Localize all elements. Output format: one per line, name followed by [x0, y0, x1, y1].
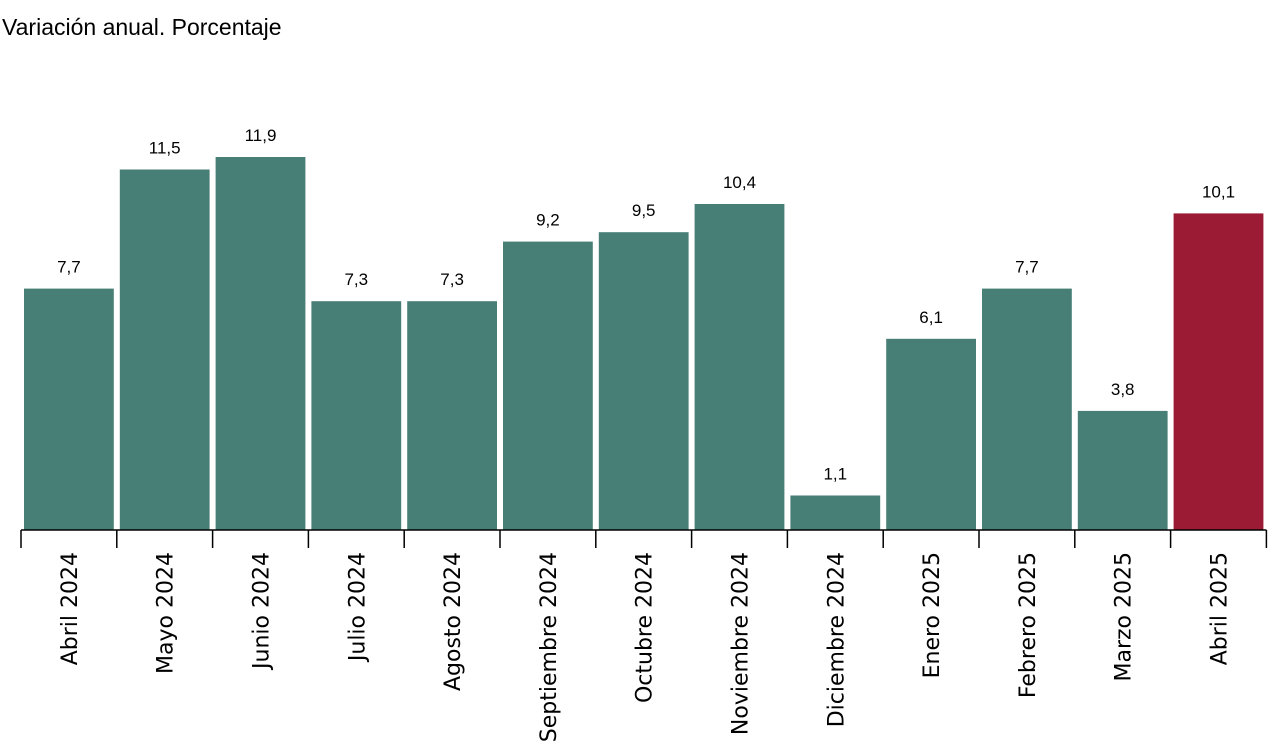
chart-subtitle: Variación anual. Porcentaje — [2, 14, 282, 40]
value-label-9: 1,1 — [823, 465, 847, 484]
bar-11 — [982, 288, 1072, 530]
value-label-13: 10,1 — [1202, 182, 1235, 201]
bar-1 — [24, 288, 114, 530]
value-label-2: 11,5 — [149, 139, 181, 158]
x-axis — [20, 529, 1268, 548]
x-tick-label-13: Abril 2025 — [1208, 552, 1233, 665]
bar-9 — [790, 495, 881, 530]
value-label-8: 10,4 — [723, 173, 756, 192]
x-tick-label-2: Mayo 2024 — [154, 552, 179, 674]
value-label-7: 9,5 — [632, 201, 656, 220]
x-tick-label-4: Julio 2024 — [345, 552, 370, 663]
value-labels-layer: 7,7 11,5 11,9 7,3 7,3 9,2 9,5 10,4 1,1 6,1 7,7 3,8 1… — [57, 126, 1235, 484]
x-tick-label-1: Abril 2024 — [58, 552, 83, 665]
value-label-3: 11,9 — [245, 126, 277, 145]
bar-7 — [598, 232, 689, 530]
value-label-10: 6,1 — [919, 308, 943, 327]
x-tick-label-11: Febrero 2025 — [1016, 552, 1041, 698]
x-tick-label-6: Septiembre 2024 — [537, 552, 562, 742]
value-label-6: 9,2 — [536, 211, 560, 230]
x-tick-label-8: Noviembre 2024 — [729, 552, 754, 735]
bar-2 — [119, 169, 210, 530]
bars-layer — [24, 157, 1264, 530]
bar-10 — [886, 338, 976, 530]
x-tick-label-9: Diciembre 2024 — [824, 552, 849, 727]
bar-12 — [1077, 410, 1168, 530]
bar-3 — [215, 157, 306, 530]
x-tick-label-3: Junio 2024 — [250, 552, 275, 671]
value-label-1: 7,7 — [57, 258, 81, 277]
x-tick-label-10: Enero 2025 — [920, 552, 945, 678]
value-label-4: 7,3 — [344, 270, 368, 289]
x-tick-label-5: Agosto 2024 — [441, 552, 466, 691]
x-tick-label-7: Octubre 2024 — [633, 552, 658, 703]
bar-13 — [1173, 213, 1264, 530]
x-tick-label-12: Marzo 2025 — [1112, 552, 1137, 682]
bar-5 — [407, 301, 497, 530]
value-label-11: 7,7 — [1015, 258, 1039, 277]
value-label-12: 3,8 — [1111, 380, 1135, 399]
bar-4 — [311, 301, 402, 530]
x-tick-labels-layer: Abril 2024 Mayo 2024 Junio 2024 Julio 2024 A… — [58, 552, 1233, 742]
bar-6 — [503, 241, 593, 530]
bar-8 — [694, 204, 785, 530]
value-label-5: 7,3 — [440, 270, 464, 289]
